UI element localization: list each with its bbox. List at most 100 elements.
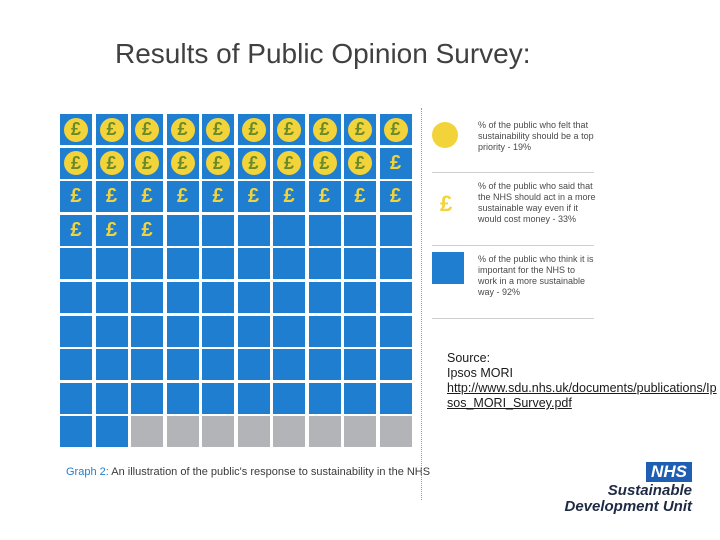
pound-icon: £ [318,185,331,208]
grid-cell-blue [344,382,376,414]
grid-cell-blue [202,349,234,381]
grid-cell-pound: £ [60,214,92,246]
grid-cell-blue [202,214,234,246]
grid-cell-coin: £ [273,114,305,145]
legend-item-top-priority: % of the public who felt that sustainabi… [432,114,594,173]
nhs-sdu-logo: NHS Sustainable Development Unit [555,462,695,518]
grid-cell-blue [237,248,270,280]
grid-cell-blue [166,382,199,414]
grid-cell-gray [166,416,199,448]
coin-icon: £ [99,117,124,142]
grid-cell-blue [379,382,412,414]
grid-cell-coin: £ [308,147,341,179]
coin-icon: £ [64,151,88,176]
nhs-badge: NHS [646,462,692,482]
grid-cell-coin: £ [166,147,199,179]
coin-icon: £ [277,151,301,176]
grid-cell-blue [166,214,199,246]
source-block: Source: Ipsos MORI http://www.sdu.nhs.uk… [447,351,719,411]
grid-cell-pound: £ [131,214,163,246]
grid-cell-blue [344,315,376,347]
grid-cell-blue [344,349,376,381]
grid-cell-coin: £ [202,147,234,179]
grid-cell-pound: £ [95,181,128,213]
pound-icon: £ [176,185,189,208]
grid-cell-blue [273,315,305,347]
grid-cell-blue [95,349,128,381]
grid-cell-pound: £ [344,181,376,213]
coin-icon: £ [241,117,266,142]
grid-cell-blue [273,214,305,246]
grid-cell-blue [95,416,128,448]
grid-cell-blue [273,382,305,414]
grid-cell-blue [95,282,128,313]
pound-icon: £ [70,185,82,208]
grid-cell-blue [308,282,341,313]
grid-cell-blue [95,248,128,280]
pound-icon: £ [70,218,82,241]
coin-icon: £ [206,117,230,142]
coin-icon: £ [135,151,159,176]
pound-icon: £ [105,218,118,241]
grid-cell-blue [131,248,163,280]
pictogram-grid: £ £ £ £ £ £ £ £ £ £ £ £ £ £ £ £ £ £ £ £ £ £ £ £ £ £ £ £ £ £ £ £ £ [60,114,412,450]
grid-cell-pound: £ [273,181,305,213]
graph-caption-lead: Graph 2: [66,466,109,478]
pound-icon: £ [389,151,402,174]
grid-cell-blue [131,349,163,381]
logo-line-1: Sustainable [607,482,692,499]
slide-title: Results of Public Opinion Survey: [115,38,531,69]
dotted-divider [421,108,422,500]
coin-icon: £ [348,117,372,142]
legend-text-cost-money: % of the public who said that the NHS sh… [478,181,596,224]
grid-cell-blue [202,315,234,347]
grid-cell-pound: £ [60,181,92,213]
grid-cell-blue [60,282,92,313]
grid-cell-gray [237,416,270,448]
pound-icon: £ [247,185,260,208]
graph-caption: Graph 2: An illustration of the public's… [66,466,430,478]
grid-cell-blue [95,315,128,347]
grid-cell-pound: £ [166,181,199,213]
grid-cell-blue [344,282,376,313]
grid-cell-coin: £ [379,114,412,145]
grid-cell-blue [237,282,270,313]
grid-cell-pound: £ [308,181,341,213]
grid-cell-blue [379,315,412,347]
pound-icon: £ [105,185,118,208]
logo-line-2: Development Unit [564,498,692,515]
grid-cell-gray [273,416,305,448]
coin-icon: £ [206,151,230,176]
pound-icon: £ [141,218,153,241]
grid-cell-coin: £ [60,147,92,179]
grid-cell-coin: £ [308,114,341,145]
grid-cell-blue [131,315,163,347]
grid-cell-pound: £ [237,181,270,213]
grid-cell-blue [202,248,234,280]
grid-cell-coin: £ [60,114,92,145]
pound-icon: £ [440,191,453,216]
grid-cell-blue [237,349,270,381]
grid-cell-coin: £ [131,114,163,145]
coin-icon [432,122,458,148]
coin-icon: £ [312,117,337,142]
grid-cell-blue [237,382,270,414]
grid-cell-blue [60,248,92,280]
grid-cell-coin: £ [344,114,376,145]
coin-icon: £ [348,151,372,176]
grid-cell-blue [273,282,305,313]
grid-cell-blue [166,282,199,313]
legend-text-important: % of the public who think it is importan… [478,254,594,297]
grid-cell-pound: £ [379,147,412,179]
grid-cell-blue [308,349,341,381]
grid-cell-blue [308,248,341,280]
grid-cell-pound: £ [95,214,128,246]
grid-cell-blue [379,349,412,381]
grid-cell-blue [166,315,199,347]
graph-caption-text: An illustration of the public's response… [111,466,431,478]
coin-icon: £ [312,151,337,176]
grid-cell-blue [131,382,163,414]
grid-cell-blue [273,349,305,381]
coin-icon: £ [277,117,301,142]
source-link[interactable]: http://www.sdu.nhs.uk/documents/publicat… [447,381,717,410]
